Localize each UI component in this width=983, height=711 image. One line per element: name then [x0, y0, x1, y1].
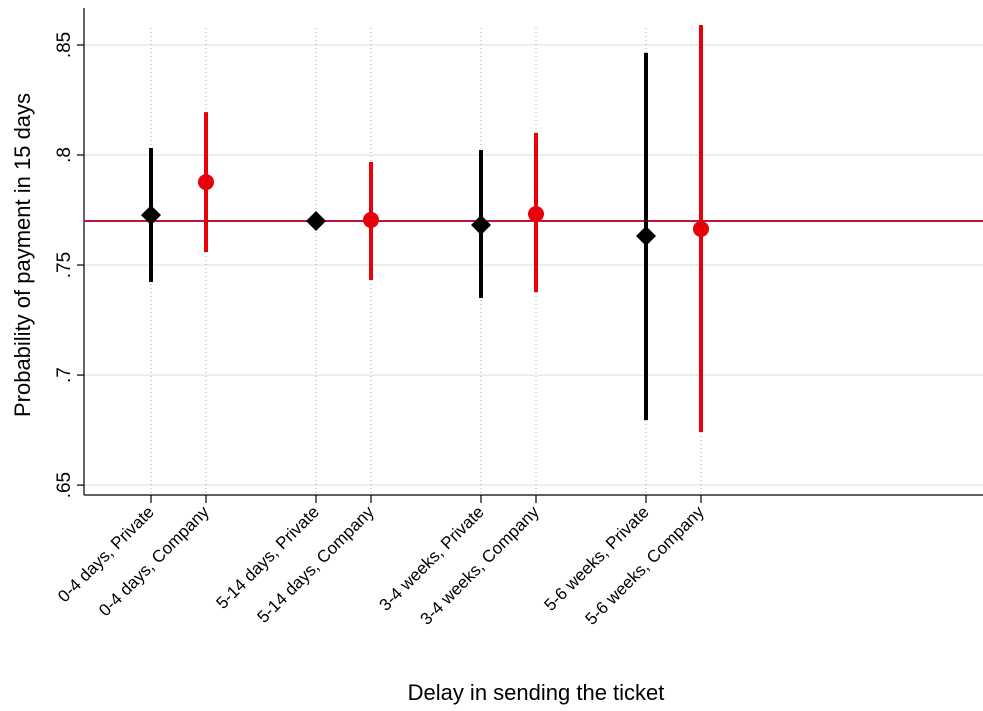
point: [141, 205, 161, 226]
y-tick-label: .7: [54, 367, 75, 383]
point: [636, 225, 656, 246]
y-tick-label: .75: [54, 252, 75, 278]
y-tick-label: .65: [54, 472, 75, 498]
y-tick-label: .85: [54, 32, 75, 58]
point: [198, 174, 214, 191]
point: [471, 214, 491, 235]
point: [363, 211, 379, 228]
x-axis-title: Delay in sending the ticket: [408, 680, 665, 705]
point: [693, 220, 709, 237]
y-tick-label: .8: [54, 147, 75, 163]
point: [306, 211, 326, 232]
y-axis-title: Probability of payment in 15 days: [10, 93, 35, 417]
point: [528, 205, 544, 222]
